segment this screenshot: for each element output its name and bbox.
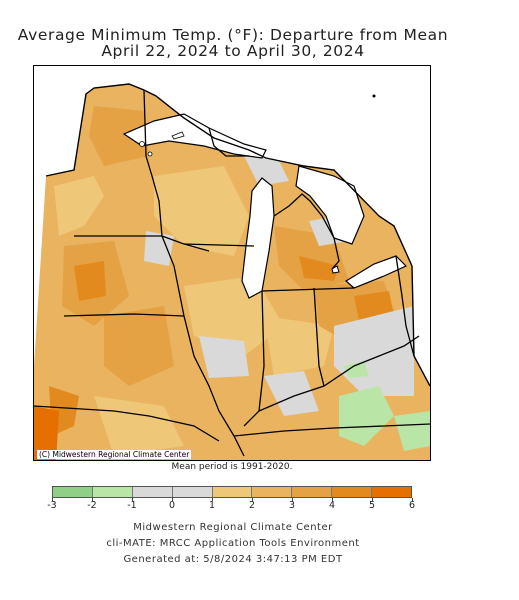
- legend-tick: [412, 498, 413, 501]
- legend-tick: [52, 498, 53, 501]
- ky-tn-border: [233, 423, 430, 437]
- ia-mo-border: [63, 313, 185, 317]
- state-boundaries: [34, 89, 430, 457]
- mid-warm-region: [104, 306, 174, 386]
- region-outline: [45, 83, 430, 387]
- legend-tick-label: 6: [408, 500, 416, 511]
- legend-bin: [92, 487, 133, 497]
- legend-tick-label: 5: [368, 500, 376, 511]
- island: [139, 141, 145, 147]
- footer-tool: cli-MATE: MRCC Application Tools Environ…: [106, 538, 360, 549]
- legend-tick-label: 2: [248, 500, 256, 511]
- legend-tick: [212, 498, 213, 501]
- lake-st-clair: [331, 265, 340, 274]
- il-mo-river: [161, 235, 245, 457]
- il-in-border: [243, 290, 265, 427]
- isle-royale: [171, 131, 185, 140]
- legend-bin: [212, 487, 253, 497]
- neutral-region: [144, 231, 174, 266]
- legend-tick: [332, 498, 333, 501]
- legend-tick-label: -1: [127, 500, 137, 511]
- legend-tick: [372, 498, 373, 501]
- strong-warm-region: [74, 261, 106, 301]
- cool-region: [339, 386, 394, 446]
- max-warm-region: [34, 406, 59, 460]
- strong-warm-region: [299, 256, 339, 281]
- map-date-range: April 22, 2024 to April 30, 2024: [101, 42, 365, 60]
- light-warm-region: [54, 176, 104, 236]
- legend-tick-label: 4: [328, 500, 336, 511]
- neutral-region: [264, 371, 319, 416]
- legend-tick-label: -3: [47, 500, 57, 511]
- departure-map: [34, 83, 430, 460]
- legend-tick: [292, 498, 293, 501]
- legend-bin: [172, 487, 213, 497]
- legend-tick: [92, 498, 93, 501]
- legend-bin: [372, 487, 412, 497]
- legend-bin: [332, 487, 373, 497]
- legend-tick-label: -2: [87, 500, 97, 511]
- wi-il-border: [183, 243, 255, 247]
- mo-ar-border: [34, 405, 220, 442]
- light-warm-region: [154, 166, 249, 256]
- oh-east-border: [395, 255, 415, 357]
- legend-tick: [252, 498, 253, 501]
- legend-tick-label: 1: [208, 500, 216, 511]
- legend-tick-label: 3: [288, 500, 296, 511]
- cool-region: [394, 411, 430, 451]
- legend-bin: [292, 487, 333, 497]
- legend-tick: [132, 498, 133, 501]
- legend-bin: [252, 487, 293, 497]
- legend-tick: [172, 498, 173, 501]
- color-legend: [52, 486, 412, 498]
- island: [147, 151, 153, 157]
- mi-lower-shore: [273, 193, 340, 270]
- footer-generated: Generated at: 5/8/2024 3:47:13 PM EDT: [123, 554, 343, 565]
- legend-bin: [132, 487, 173, 497]
- mean-period-note: Mean period is 1991-2020.: [171, 462, 293, 472]
- island: [372, 94, 376, 98]
- light-warm-region: [184, 276, 284, 356]
- map-title: Average Minimum Temp. (°F): Departure fr…: [17, 26, 449, 44]
- ky-north-border: [258, 335, 420, 412]
- cool-region: [344, 361, 369, 378]
- map-panel: (C) Midwestern Regional Climate Center: [33, 65, 431, 461]
- neutral-region: [199, 336, 249, 378]
- mid-warm-region: [89, 106, 149, 166]
- legend-tick-label: 0: [168, 500, 176, 511]
- mi-oh-in-border: [261, 287, 355, 292]
- footer-org: Midwestern Regional Climate Center: [133, 522, 333, 533]
- map-credit: (C) Midwestern Regional Climate Center: [37, 450, 192, 459]
- mi-upper-border: [208, 127, 249, 157]
- legend-bin: [53, 487, 93, 497]
- in-oh-border: [313, 287, 325, 387]
- lake-superior: [122, 113, 267, 159]
